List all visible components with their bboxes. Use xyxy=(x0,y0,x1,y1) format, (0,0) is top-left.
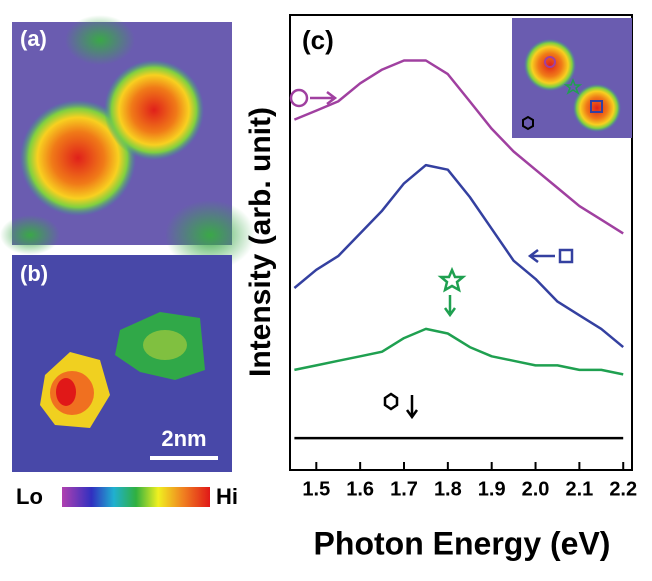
plot-frame xyxy=(289,14,633,471)
spectrum-line xyxy=(293,59,624,235)
colorbar-low: Lo xyxy=(16,484,43,509)
y-axis-label: Intensity (arb. unit) xyxy=(244,107,277,377)
colorbar xyxy=(62,487,210,507)
image-b xyxy=(12,255,232,472)
x-tick-label: 1.7 xyxy=(390,478,418,500)
panel-label: (c) xyxy=(302,25,334,55)
x-tick-label: 2.1 xyxy=(565,478,593,500)
curve-markers xyxy=(289,88,574,420)
x-tick-label: 1.6 xyxy=(346,478,374,500)
colorbar-high: Hi xyxy=(216,484,238,509)
x-tick-label: 1.9 xyxy=(478,478,506,500)
inset-image xyxy=(512,18,632,138)
panel-label: (b) xyxy=(20,261,48,286)
x-tick-label: 1.8 xyxy=(434,478,462,500)
panel-label: (a) xyxy=(20,26,47,51)
x-tick-label: 1.5 xyxy=(302,478,330,500)
x-tick-label: 2.2 xyxy=(609,478,637,500)
x-axis-label: Photon Energy (eV) xyxy=(314,525,611,561)
scale-bar-label: 2nm xyxy=(161,426,206,451)
image-a xyxy=(0,15,255,270)
spectrum-line xyxy=(293,163,624,349)
spectrum-line xyxy=(294,327,624,376)
x-tick-label: 2.0 xyxy=(522,478,550,500)
